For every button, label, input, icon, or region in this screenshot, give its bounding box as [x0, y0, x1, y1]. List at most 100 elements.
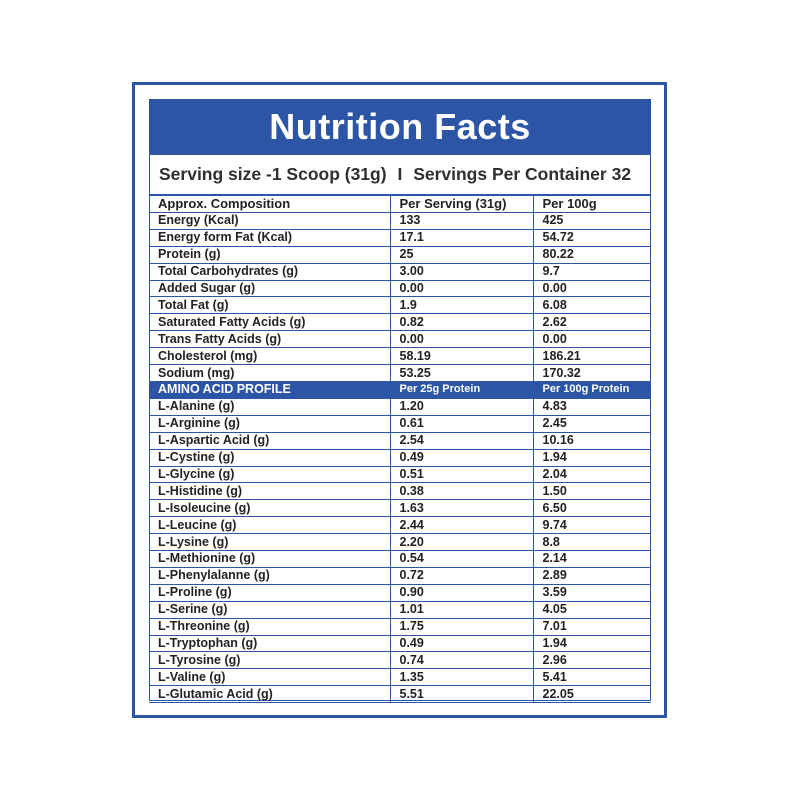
per-100g-value-cell: 2.14 [532, 550, 651, 568]
table-row: L-Tyrosine (g) 0.74 2.96 [149, 651, 651, 670]
nutrient-name-cell: Added Sugar (g) [149, 279, 391, 298]
column-header-composition: Approx. Composition [149, 195, 391, 213]
nutrient-name-cell: L-Phenylalanne (g) [149, 566, 391, 585]
nutrient-name-cell: Energy form Fat (Kcal) [149, 228, 391, 247]
per-100g-value-cell: 4.83 [532, 397, 651, 416]
per-serving-value-cell: 0.49 [389, 634, 534, 653]
per-serving-value-cell: 1.63 [389, 499, 534, 518]
serving-size: Serving size -1 Scoop (31g) [159, 164, 387, 184]
nutrient-name-cell: Protein (g) [149, 245, 391, 264]
column-header-per-100g: Per 100g [532, 195, 651, 213]
per-serving-value-cell: 0.38 [389, 482, 534, 501]
per-100g-value-cell: 2.62 [532, 313, 651, 332]
nutrient-name-cell: Sodium (mg) [149, 364, 391, 382]
nutrient-name-cell: L-Isoleucine (g) [149, 499, 391, 518]
table-row: L-Arginine (g) 0.61 2.45 [149, 414, 651, 433]
amino-acid-profile-heading: AMINO ACID PROFILE [149, 380, 391, 399]
column-header-per-25g-protein: Per 25g Protein [389, 380, 534, 399]
nutrient-name-cell: L-Glutamic Acid (g) [149, 685, 391, 704]
table-row: L-Glycine (g) 0.51 2.04 [149, 465, 651, 484]
amino-rows: L-Alanine (g) 1.20 4.83 L-Arginine (g) 0.61 2… [149, 397, 651, 704]
table-row: Added Sugar (g) 0.00 0.00 [149, 279, 651, 298]
per-100g-value-cell: 2.45 [532, 414, 651, 433]
table-row: L-Glutamic Acid (g) 5.51 22.05 [149, 685, 651, 704]
per-100g-value-cell: 425 [532, 211, 651, 230]
nutrient-name-cell: L-Tryptophan (g) [149, 634, 391, 653]
per-serving-value-cell: 2.44 [389, 516, 534, 535]
table-row: Total Carbohydrates (g) 3.00 9.7 [149, 262, 651, 281]
per-serving-value-cell: 53.25 [389, 364, 534, 382]
serving-separator: I [397, 164, 403, 184]
table-row: Cholesterol (mg) 58.19 186.21 [149, 347, 651, 366]
nutrient-name-cell: L-Alanine (g) [149, 397, 391, 416]
per-serving-value-cell: 1.35 [389, 668, 534, 687]
per-serving-value-cell: 5.51 [389, 685, 534, 704]
nutrition-table: Approx. Composition Per Serving (31g) Pe… [149, 195, 651, 704]
table-row: Total Fat (g) 1.9 6.08 [149, 296, 651, 315]
table-row: L-Leucine (g) 2.44 9.74 [149, 516, 651, 535]
table-row: L-Serine (g) 1.01 4.05 [149, 600, 651, 619]
table-row: L-Aspartic Acid (g) 2.54 10.16 [149, 431, 651, 450]
nutrient-name-cell: Trans Fatty Acids (g) [149, 330, 391, 349]
table-row: L-Tryptophan (g) 0.49 1.94 [149, 634, 651, 653]
per-100g-value-cell: 8.8 [532, 533, 651, 552]
per-100g-value-cell: 22.05 [532, 685, 651, 704]
per-serving-value-cell: 3.00 [389, 262, 534, 281]
per-serving-value-cell: 0.72 [389, 566, 534, 585]
nutrient-name-cell: L-Serine (g) [149, 600, 391, 619]
nutrient-name-cell: L-Leucine (g) [149, 516, 391, 535]
nutrient-name-cell: L-Lysine (g) [149, 533, 391, 552]
per-serving-value-cell: 2.20 [389, 533, 534, 552]
nutrient-name-cell: Energy (Kcal) [149, 211, 391, 230]
serving-info: Serving size -1 Scoop (31g) I Servings P… [149, 155, 651, 195]
per-100g-value-cell: 2.96 [532, 651, 651, 670]
per-serving-value-cell: 0.82 [389, 313, 534, 332]
table-row: L-Alanine (g) 1.20 4.83 [149, 397, 651, 416]
table-row: L-Isoleucine (g) 1.63 6.50 [149, 499, 651, 518]
per-serving-value-cell: 0.00 [389, 279, 534, 298]
per-100g-value-cell: 54.72 [532, 228, 651, 247]
nutrient-name-cell: L-Threonine (g) [149, 617, 391, 636]
per-100g-value-cell: 9.7 [532, 262, 651, 281]
per-serving-value-cell: 58.19 [389, 347, 534, 366]
nutrient-name-cell: Total Fat (g) [149, 296, 391, 315]
table-row: Sodium (mg) 53.25 170.32 [149, 364, 651, 382]
per-serving-value-cell: 0.49 [389, 448, 534, 467]
per-100g-value-cell: 10.16 [532, 431, 651, 450]
per-100g-value-cell: 5.41 [532, 668, 651, 687]
per-serving-value-cell: 0.61 [389, 414, 534, 433]
nutrient-name-cell: Saturated Fatty Acids (g) [149, 313, 391, 332]
composition-rows: Energy (Kcal) 133 425 Energy form Fat (Kcal… [149, 211, 651, 382]
nutrient-name-cell: L-Arginine (g) [149, 414, 391, 433]
per-serving-value-cell: 1.01 [389, 600, 534, 619]
per-100g-value-cell: 6.08 [532, 296, 651, 315]
per-100g-value-cell: 7.01 [532, 617, 651, 636]
per-100g-value-cell: 186.21 [532, 347, 651, 366]
nutrient-name-cell: L-Valine (g) [149, 668, 391, 687]
table-row: L-Cystine (g) 0.49 1.94 [149, 448, 651, 467]
per-serving-value-cell: 133 [389, 211, 534, 230]
column-header-per-serving: Per Serving (31g) [389, 195, 534, 213]
table-row: Energy form Fat (Kcal) 17.1 54.72 [149, 228, 651, 247]
per-serving-value-cell: 0.51 [389, 465, 534, 484]
per-serving-value-cell: 0.74 [389, 651, 534, 670]
nutrient-name-cell: L-Tyrosine (g) [149, 651, 391, 670]
per-100g-value-cell: 2.04 [532, 465, 651, 484]
per-serving-value-cell: 0.00 [389, 330, 534, 349]
per-serving-value-cell: 2.54 [389, 431, 534, 450]
table-row: L-Proline (g) 0.90 3.59 [149, 583, 651, 602]
page-title: Nutrition Facts [149, 99, 651, 155]
servings-per-container: Servings Per Container 32 [413, 164, 632, 184]
per-100g-value-cell: 1.94 [532, 634, 651, 653]
per-100g-value-cell: 3.59 [532, 583, 651, 602]
table-row: L-Valine (g) 1.35 5.41 [149, 668, 651, 687]
table-row: Saturated Fatty Acids (g) 0.82 2.62 [149, 313, 651, 332]
table-row: L-Histidine (g) 0.38 1.50 [149, 482, 651, 501]
nutrient-name-cell: L-Histidine (g) [149, 482, 391, 501]
table-row: L-Lysine (g) 2.20 8.8 [149, 533, 651, 552]
per-serving-value-cell: 1.75 [389, 617, 534, 636]
per-100g-value-cell: 0.00 [532, 330, 651, 349]
composition-header-row: Approx. Composition Per Serving (31g) Pe… [149, 195, 651, 213]
nutrient-name-cell: L-Cystine (g) [149, 448, 391, 467]
per-serving-value-cell: 25 [389, 245, 534, 264]
